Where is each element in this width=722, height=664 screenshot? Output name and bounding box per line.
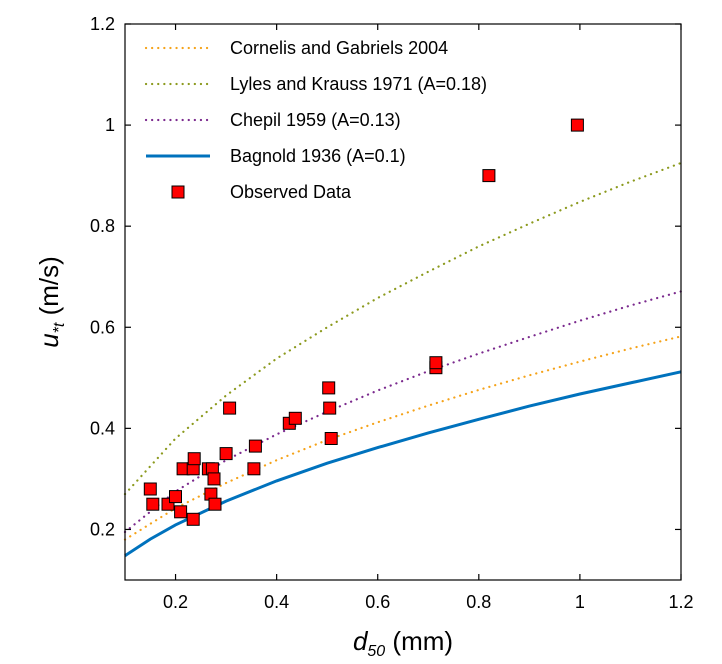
observed-point-25 — [482, 169, 496, 183]
legend-label-3: Bagnold 1936 (A=0.1) — [230, 146, 406, 166]
observed-point-14 — [219, 447, 233, 461]
observed-point-21 — [323, 401, 337, 415]
x-axis-label: d50 (mm) — [353, 626, 453, 660]
observed-point-24 — [429, 356, 443, 370]
y-axis-label: u*t (m/s) — [34, 256, 68, 348]
plot-frame — [124, 23, 682, 581]
series-line-1 — [123, 161, 683, 496]
observed-point-20 — [322, 381, 336, 395]
legend-item-4: Observed Data — [171, 182, 352, 202]
legend-label-1: Lyles and Krauss 1971 (A=0.18) — [230, 74, 487, 94]
y-tick-label-2: 0.6 — [90, 317, 115, 337]
observed-point-17 — [248, 439, 262, 453]
y-axis-label-unit: (m/s) — [34, 256, 64, 322]
observed-point-8 — [187, 452, 201, 466]
x-axis-label-unit: (mm) — [385, 626, 453, 656]
series-line-3 — [124, 370, 682, 557]
legend-label-4: Observed Data — [230, 182, 352, 202]
x-tick-label-4: 1 — [575, 592, 585, 612]
x-tick-label-1: 0.4 — [264, 592, 289, 612]
y-axis-label-sub: *t — [51, 322, 68, 333]
x-tick-label-3: 0.8 — [466, 592, 491, 612]
observed-point-4 — [174, 505, 188, 519]
legend-item-1: Lyles and Krauss 1971 (A=0.18) — [144, 74, 487, 94]
y-tick-label-0: 0.2 — [90, 519, 115, 539]
y-tick-label-1: 0.4 — [90, 418, 115, 438]
x-axis-label-var: d — [353, 626, 369, 656]
legend-item-0: Cornelis and Gabriels 2004 — [144, 38, 448, 58]
y-tick-label-3: 0.8 — [90, 216, 115, 236]
series-line-2 — [123, 290, 683, 534]
x-tick-label-0: 0.2 — [163, 592, 188, 612]
observed-point-1 — [146, 497, 160, 511]
x-axis-label-sub: 50 — [367, 643, 385, 660]
observed-point-6 — [186, 512, 200, 526]
observed-point-22 — [324, 432, 338, 445]
y-tick-label-4: 1 — [105, 115, 115, 135]
series-lines-layer — [123, 161, 683, 557]
observed-point-0 — [143, 482, 157, 496]
observed-point-3 — [169, 490, 182, 504]
series-line-0 — [123, 335, 683, 541]
legend-item-3: Bagnold 1936 (A=0.1) — [146, 146, 406, 166]
y-axis-ticks: 0.2 0.4 0.6 0.8 1 1.2 — [90, 14, 681, 539]
observed-point-16 — [247, 462, 261, 476]
legend: Cornelis and Gabriels 2004 Lyles and Krau… — [144, 38, 487, 202]
legend-item-2: Chepil 1959 (A=0.13) — [144, 110, 401, 130]
observed-point-26 — [570, 118, 584, 132]
x-tick-label-2: 0.6 — [365, 592, 390, 612]
observed-point-12 — [207, 472, 221, 486]
legend-label-2: Chepil 1959 (A=0.13) — [230, 110, 401, 130]
observed-points-layer — [143, 118, 584, 526]
observed-point-13 — [208, 497, 222, 511]
x-tick-label-5: 1.2 — [668, 592, 693, 612]
y-axis-label-var: u — [34, 333, 64, 347]
legend-label-0: Cornelis and Gabriels 2004 — [230, 38, 448, 58]
observed-point-19 — [288, 411, 302, 425]
x-axis-ticks: 0.2 0.4 0.6 0.8 1 1.2 — [163, 24, 694, 612]
y-tick-label-5: 1.2 — [90, 14, 115, 34]
legend-swatch-4 — [171, 185, 185, 199]
observed-point-15 — [223, 401, 237, 415]
